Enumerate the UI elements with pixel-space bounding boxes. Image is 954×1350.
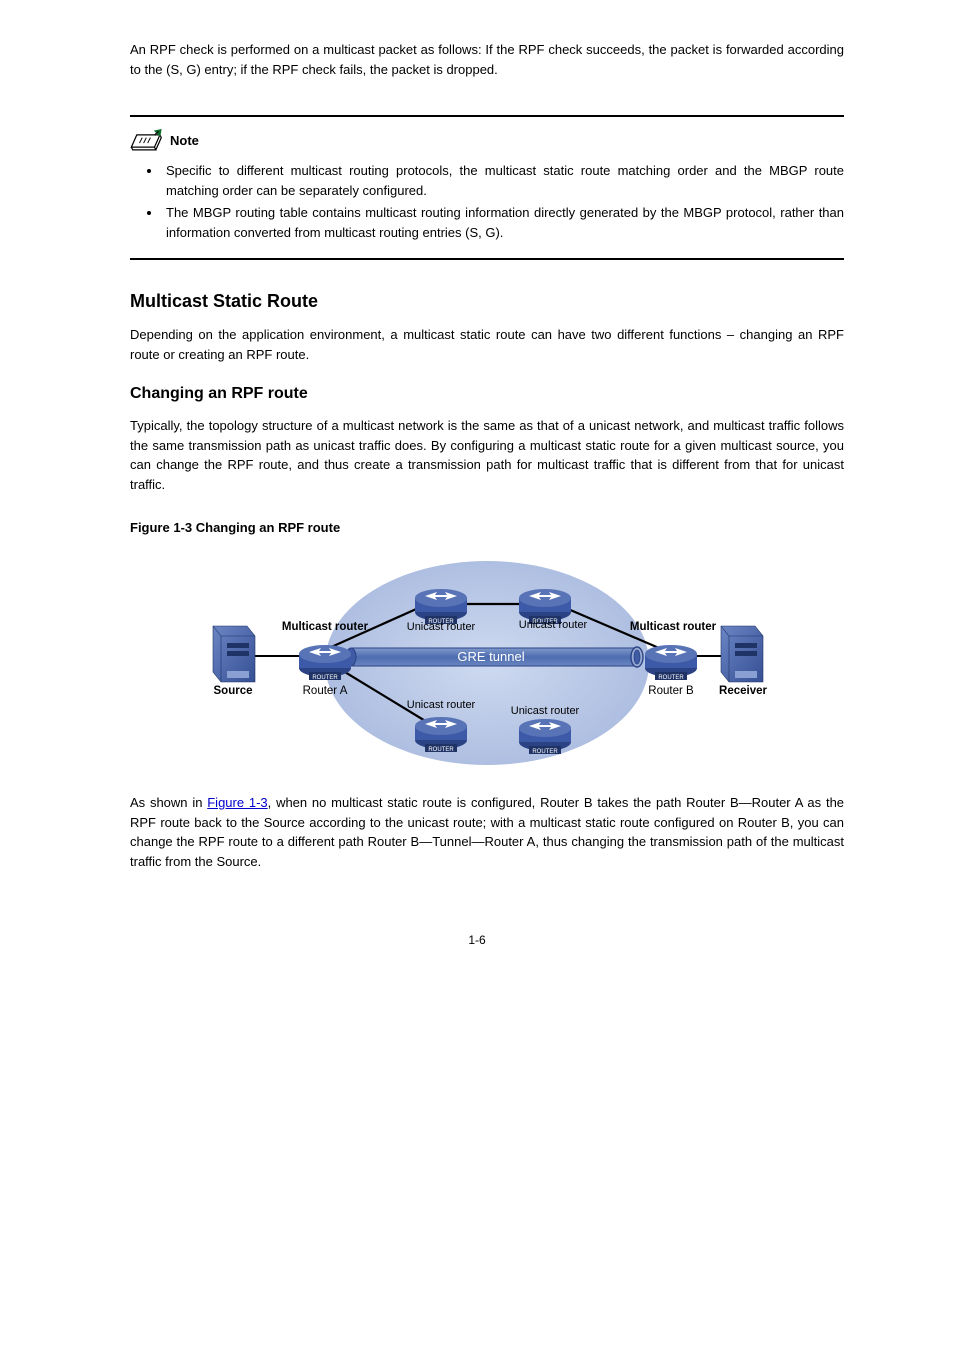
label-receiver: Receiver	[719, 685, 767, 697]
note-bullet-list: Specific to different multicast routing …	[130, 161, 844, 242]
section-title-multicast-static-route: Multicast Static Route	[130, 288, 844, 315]
note-label: Note	[170, 131, 199, 151]
label-unicast-router-bl: Unicast router	[407, 699, 476, 711]
label-unicast-router-tl: Unicast router	[407, 621, 476, 633]
label-multicast-router-right: Multicast router	[630, 621, 717, 633]
note-heading: Note	[130, 129, 844, 153]
note-bullet-item: The MBGP routing table contains multicas…	[162, 203, 844, 242]
label-multicast-router-left: Multicast router	[282, 621, 369, 633]
subsection-paragraph-1: Typically, the topology structure of a m…	[130, 416, 844, 494]
note-divider-top	[130, 115, 844, 117]
page-number: 1-6	[0, 931, 954, 949]
label-router-a: Router A	[303, 685, 348, 697]
rpf-check-paragraph: An RPF check is performed on a multicast…	[130, 40, 844, 79]
gre-tunnel-label: GRE tunnel	[457, 649, 524, 664]
label-unicast-router-br: Unicast router	[511, 705, 580, 717]
network-diagram: ROUTER	[207, 548, 767, 784]
subsection-paragraph-2: As shown in Figure 1-3, when no multicas…	[130, 793, 844, 871]
note-bullet-item: Specific to different multicast routing …	[162, 161, 844, 200]
label-unicast-router-tr: Unicast router	[519, 619, 588, 631]
note-icon	[130, 129, 164, 153]
note-divider-bottom	[130, 258, 844, 260]
label-source: Source	[214, 685, 253, 697]
para2-prefix: As shown in	[130, 795, 207, 810]
subsection-title-changing-rpf: Changing an RPF route	[130, 382, 844, 406]
label-router-b: Router B	[648, 685, 694, 697]
figure-reference-link[interactable]: Figure 1-3	[207, 795, 267, 810]
section-paragraph: Depending on the application environment…	[130, 325, 844, 364]
figure-caption: Figure 1-3 Changing an RPF route	[130, 518, 844, 538]
